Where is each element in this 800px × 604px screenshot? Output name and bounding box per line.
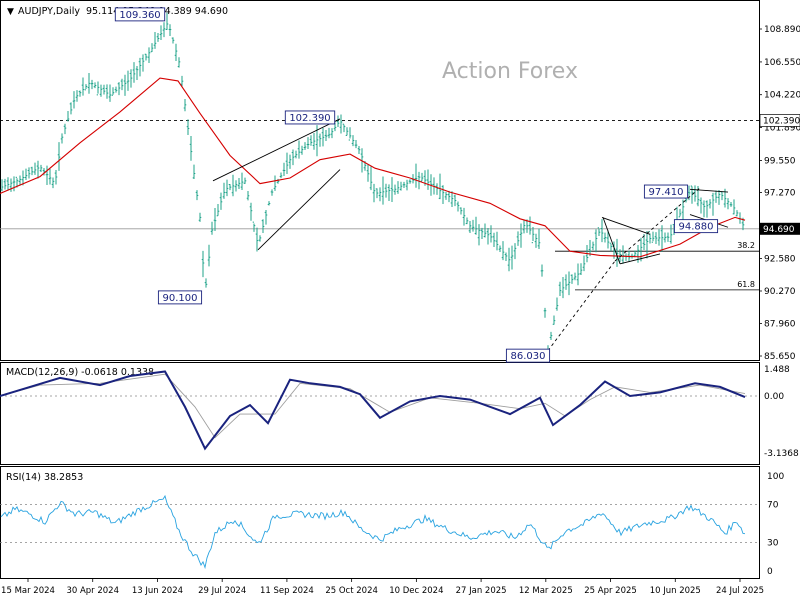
price-annotation-box xyxy=(284,110,336,125)
rsi-axis-label: 30 xyxy=(767,539,779,549)
wedge-upper-line xyxy=(212,118,341,182)
x-axis-label: 15 Mar 2024 xyxy=(1,586,55,596)
price-annotation-box xyxy=(157,290,203,305)
price-annotation-label: 102.390 xyxy=(289,113,330,124)
x-axis-label: 27 Jan 2025 xyxy=(456,586,507,596)
rsi-label: RSI(14) 38.2853 xyxy=(6,472,83,483)
price-annotation-box xyxy=(643,184,689,199)
fib-level-label: 38.2 xyxy=(737,241,755,250)
price-axis-label: 99.550 xyxy=(764,156,796,166)
price-axis-label: 87.960 xyxy=(764,319,796,329)
rsi-axis-label: 70 xyxy=(767,501,779,511)
price-annotation-label: 86.030 xyxy=(511,351,546,362)
level-price-box xyxy=(759,114,800,127)
macd-label: MACD(12,26,9) -0.0618 0.1338 xyxy=(6,367,154,378)
price-annotation-label: 109.360 xyxy=(119,10,160,21)
macd-series xyxy=(0,370,746,451)
price-annotation-box xyxy=(673,219,719,234)
support-dashed-line-upper xyxy=(614,187,701,262)
level-price-label: 102.390 xyxy=(763,116,800,126)
watermark: Action Forex xyxy=(442,59,578,84)
price-axis-label: 108.890 xyxy=(764,25,800,35)
x-axis-label: 30 Apr 2024 xyxy=(66,586,119,596)
price-axis-label: 92.580 xyxy=(764,254,796,264)
moving-average xyxy=(0,77,746,258)
macd-line xyxy=(0,370,746,451)
x-axis-label: 25 Oct 2024 xyxy=(325,586,378,596)
reference-lines: 38.2 61.8 xyxy=(0,120,759,543)
price-annotation-label: 94.880 xyxy=(679,222,714,233)
price-axis-label: 104.220 xyxy=(764,91,800,101)
price-annotation-label: 97.410 xyxy=(649,187,684,198)
rsi-panel-frame xyxy=(0,466,760,579)
macd-axis-label: 1.488 xyxy=(764,365,790,375)
price-axis-label: 90.270 xyxy=(764,287,796,297)
price-axis-label: 85.650 xyxy=(764,352,796,362)
current-price-box xyxy=(760,222,800,235)
x-axis-label: 10 Jun 2025 xyxy=(650,586,701,596)
price-annotation-label: 90.100 xyxy=(163,293,198,304)
x-axis-label: 11 Sep 2024 xyxy=(260,586,314,596)
current-price-label: 94.690 xyxy=(763,225,795,235)
x-axis-label: 13 Jun 2024 xyxy=(132,586,183,596)
flag-lower-line xyxy=(619,253,661,265)
flag2-upper-line xyxy=(689,188,729,193)
x-axis-label: 25 Apr 2025 xyxy=(584,586,637,596)
flag-upper-line xyxy=(601,216,651,235)
macd-signal-line xyxy=(0,373,746,439)
header-arrow: ▼ xyxy=(7,7,14,17)
rsi-axis-label: 0 xyxy=(767,567,773,577)
moving-average-line xyxy=(0,77,746,258)
header-symbol: AUDJPY,Daily xyxy=(18,6,80,17)
support-dashed-line xyxy=(547,260,616,351)
rsi-axis-label: 100 xyxy=(767,472,784,482)
macd-axis-label: 0.00 xyxy=(764,392,784,402)
rsi-series xyxy=(0,494,746,570)
x-axis-label: 24 Jul 2025 xyxy=(716,586,764,596)
price-panel-frame xyxy=(0,0,760,361)
price-annotations: 109.360 102.390 90.100 86.030 97.410 94.880 xyxy=(114,7,719,363)
trendlines xyxy=(212,118,729,351)
macd-panel-frame xyxy=(0,362,760,465)
price-axis-label: 97.270 xyxy=(764,189,796,199)
x-axis-label: 29 Jul 2024 xyxy=(198,586,246,596)
price-axis-label: 106.550 xyxy=(764,58,800,68)
wedge-lower-line xyxy=(257,169,341,251)
x-axis-label: 10 Dec 2024 xyxy=(389,586,443,596)
price-axis-label: 101.890 xyxy=(764,123,800,133)
fib-level-label: 61.8 xyxy=(737,280,755,289)
flag-left-line xyxy=(602,217,621,264)
price-annotation-box xyxy=(114,7,166,22)
price-annotation-box xyxy=(505,348,551,363)
rsi-line xyxy=(0,494,746,570)
macd-axis-label: -3.1368 xyxy=(764,449,799,459)
price-bars xyxy=(0,12,745,357)
x-axis-label: 12 Mar 2025 xyxy=(519,586,573,596)
axis-labels: 108.890 106.550 104.220 101.890 99.550 97.270… xyxy=(1,25,800,596)
